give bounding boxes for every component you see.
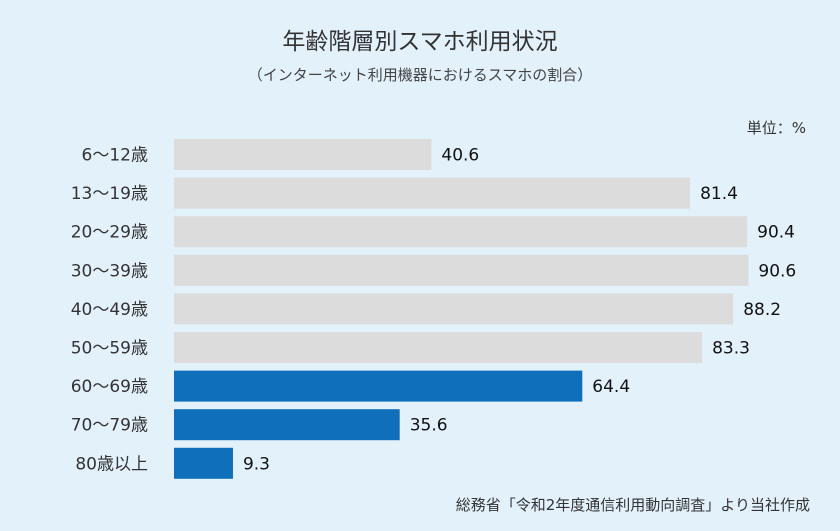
category-label: 80歳以上	[75, 454, 148, 474]
bar-1	[174, 139, 432, 170]
unit-label: 単位：%	[746, 119, 806, 137]
bar-4	[174, 254, 749, 286]
source-note: 総務省「令和2年度通信利用動向調査」より当社作成	[455, 496, 810, 514]
value-label: 83.3	[712, 339, 750, 359]
category-label: 70～79歳	[71, 416, 148, 436]
category-label: 40～49歳	[71, 300, 148, 320]
bar-5	[174, 293, 734, 325]
category-label: 20～29歳	[71, 223, 148, 243]
value-label: 90.6	[758, 261, 796, 281]
category-label: 30～39歳	[71, 261, 148, 281]
chart-subtitle: （インターネット利用機器におけるスマホの割合）	[247, 66, 593, 84]
chart-title: 年齢階層別スマホ利用状況	[282, 29, 558, 55]
category-label: 50～59歳	[71, 339, 148, 359]
value-label: 9.3	[243, 454, 270, 474]
category-label: 60～69歳	[71, 377, 148, 397]
bar-3	[174, 216, 748, 248]
value-label: 40.6	[441, 146, 479, 166]
category-label: 6～12歳	[82, 146, 148, 166]
bar-6	[174, 332, 703, 363]
bar-7	[174, 370, 583, 402]
value-label: 64.4	[592, 377, 630, 397]
value-label: 35.6	[410, 416, 448, 436]
value-label: 88.2	[743, 300, 781, 320]
bar-9	[174, 447, 233, 479]
value-label: 81.4	[700, 184, 738, 204]
bar-2	[174, 177, 691, 209]
bar-8	[174, 409, 400, 441]
category-label: 13～19歳	[71, 184, 148, 204]
value-label: 90.4	[757, 223, 795, 243]
